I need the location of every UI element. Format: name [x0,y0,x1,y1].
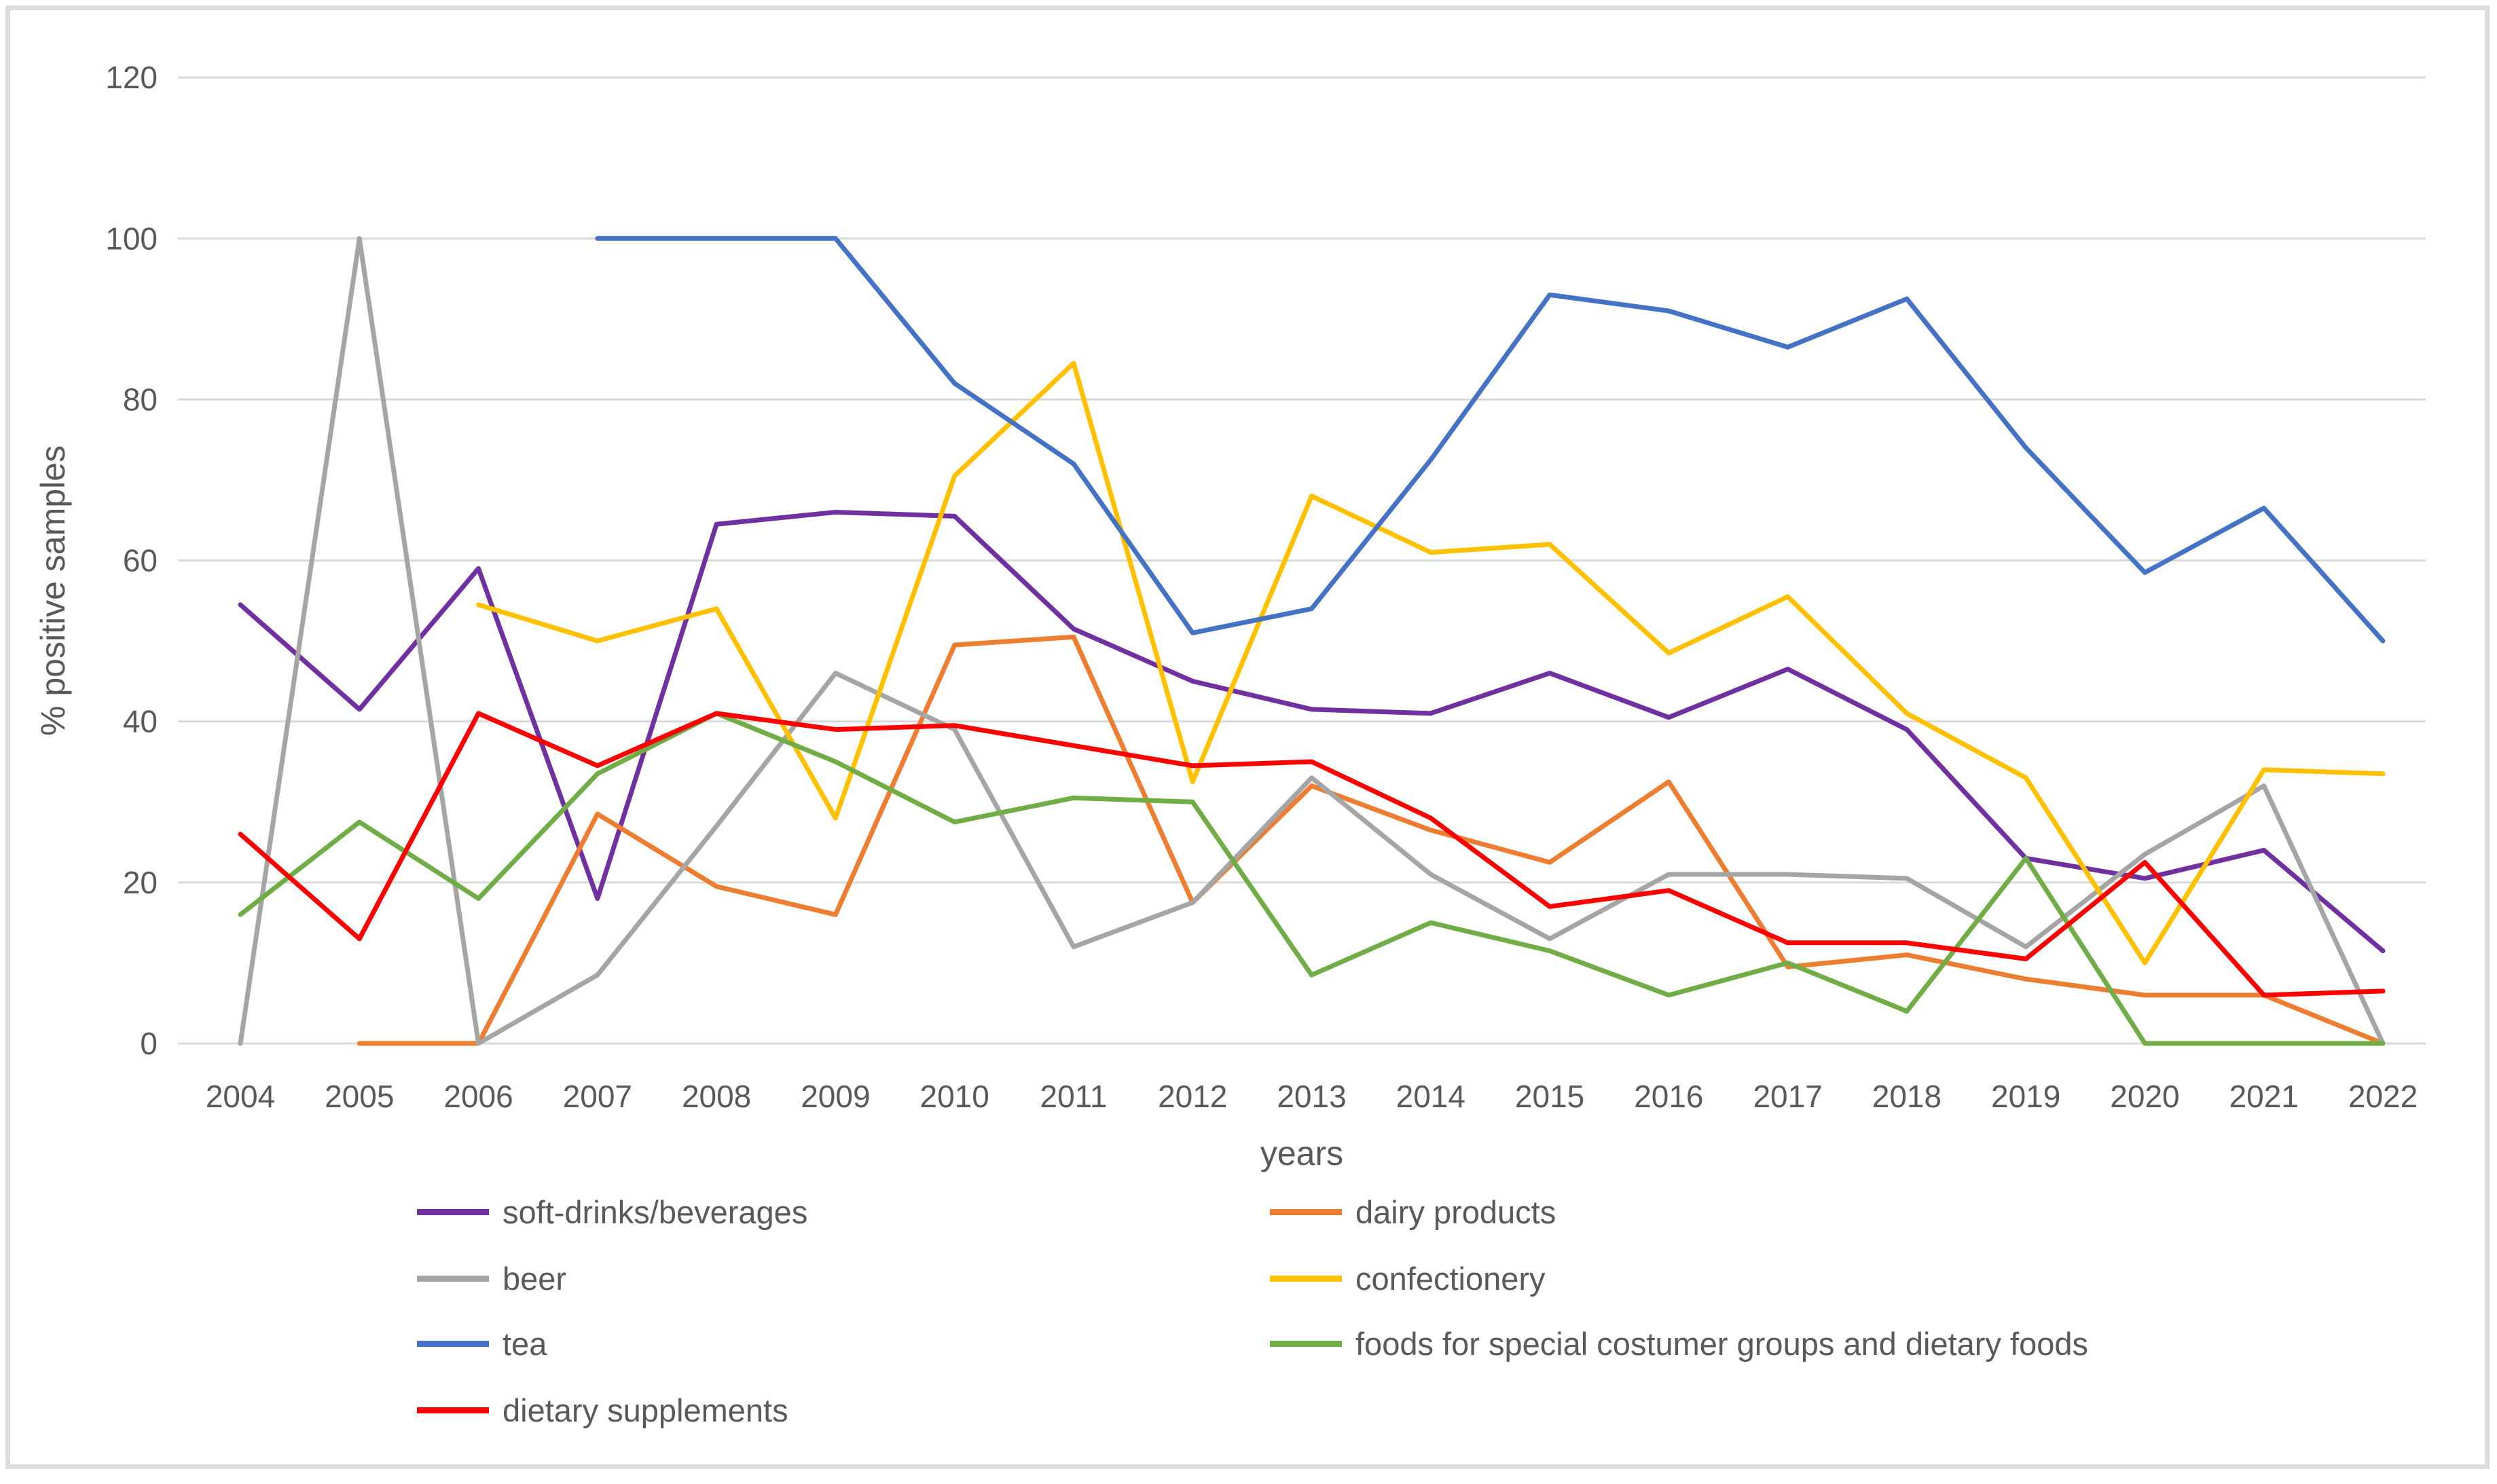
x-tick-label-2009: 2009 [801,1079,870,1114]
legend-swatch [1270,1341,1342,1347]
x-tick-label-2019: 2019 [1991,1079,2060,1114]
x-tick-label-2005: 2005 [325,1079,394,1114]
legend-item-foods-for-special-costumer-groups-and-dietary-foods: foods for special costumer groups and di… [1270,1328,2088,1360]
legend-label: tea [503,1326,547,1362]
y-axis-title: % positive samples [34,445,72,736]
x-tick-label-2012: 2012 [1158,1079,1227,1114]
x-tick-label-2013: 2013 [1277,1079,1346,1114]
series-line-dietary-supplements [238,711,2386,998]
y-tick-label-20: 20 [123,865,158,900]
gridlines [178,76,2426,1045]
y-axis-tick-labels: 0 20 40 60 80 100 120 [105,60,158,1061]
legend-label: dietary supplements [503,1392,788,1428]
series-lines [238,236,2386,1046]
legend-swatch [1270,1276,1342,1282]
y-tick-label-0: 0 [140,1026,158,1061]
x-tick-label-2017: 2017 [1753,1079,1822,1114]
legend-label: soft-drinks/beverages [503,1194,808,1230]
legend-swatch [417,1209,489,1215]
legend-swatch [417,1407,489,1413]
legend-item-confectionery: confectionery [1270,1263,1546,1295]
legend-swatch [1270,1209,1342,1215]
legend-item-beer: beer [417,1263,566,1295]
series-line-beer [238,236,2386,1046]
y-tick-label-80: 80 [123,382,158,417]
x-tick-label-2007: 2007 [563,1079,632,1114]
x-axis-tick-labels: 2004 2005 2006 2007 2008 2009 2010 2011 2012 2013… [206,1079,2418,1114]
series-line-tea [595,236,2386,644]
x-tick-label-2018: 2018 [1872,1079,1942,1114]
y-tick-label-60: 60 [123,543,158,578]
x-tick-label-2004: 2004 [206,1079,275,1114]
series-line-foods-for-special-costumer-groups-and-dietary-foods [238,711,2386,1046]
x-tick-label-2011: 2011 [1040,1079,1107,1114]
x-tick-label-2022: 2022 [2348,1079,2418,1114]
x-tick-label-2021: 2021 [2229,1079,2299,1114]
legend-item-dairy-products: dairy products [1270,1196,1556,1228]
x-tick-label-2015: 2015 [1515,1079,1584,1114]
x-tick-label-2016: 2016 [1634,1079,1703,1114]
legend-item-tea: tea [417,1328,547,1360]
y-tick-label-100: 100 [105,221,158,256]
legend-item-soft-drinks-beverages: soft-drinks/beverages [417,1196,807,1228]
x-tick-label-2010: 2010 [920,1079,989,1114]
legend-swatch [417,1341,489,1347]
legend-label: dairy products [1355,1194,1556,1230]
x-tick-label-2006: 2006 [443,1079,513,1114]
series-line-confectionery [476,360,2386,965]
legend-label: confectionery [1355,1261,1546,1297]
series-line-dairy-products [357,634,2386,1046]
legend-item-dietary-supplements: dietary supplements [417,1394,788,1426]
x-axis-title: years [1260,1134,1343,1172]
legend-label: beer [503,1261,567,1297]
legend-label: foods for special costumer groups and di… [1355,1326,2088,1362]
x-tick-label-2008: 2008 [682,1079,751,1114]
y-tick-label-120: 120 [105,60,158,95]
legend-swatch [417,1276,489,1282]
x-tick-label-2014: 2014 [1396,1079,1465,1114]
y-tick-label-40: 40 [123,704,158,739]
x-tick-label-2020: 2020 [2110,1079,2179,1114]
